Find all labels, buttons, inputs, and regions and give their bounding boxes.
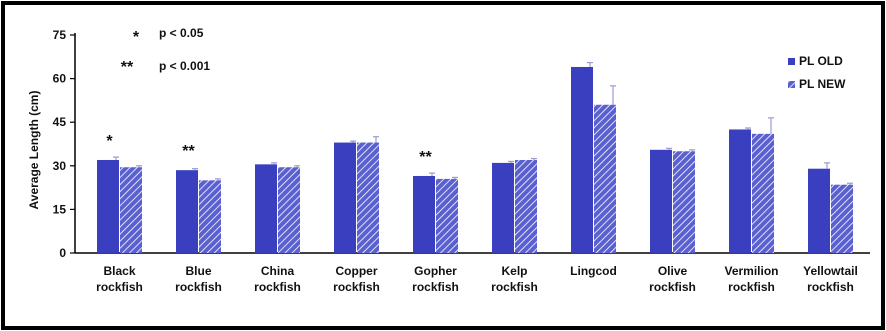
significance-mark: **: [182, 143, 195, 160]
significance-marks: *** **: [106, 133, 432, 166]
category-label: rockfish: [96, 280, 143, 294]
legend-swatch-pl-new: [788, 81, 795, 88]
category-label: Gopher: [414, 264, 457, 278]
category-labels: Black rockfish Blue rockfish China rockfish Co…: [96, 264, 858, 294]
bar-pl-new: [436, 178, 458, 253]
bar-pl-new: [199, 180, 221, 253]
legend-label-pl-old: PL OLD: [799, 54, 843, 68]
bar-pl-new: [752, 133, 774, 253]
legend-swatch-pl-old: [788, 58, 795, 65]
category-label: rockfish: [254, 280, 301, 294]
y-tick-label: 60: [53, 72, 67, 86]
category-label: Copper: [336, 264, 378, 278]
bar-pl-new: [831, 184, 853, 253]
bar-pl-new: [357, 142, 379, 253]
bar-pl-old: [571, 66, 593, 254]
bar-pl-new: [673, 151, 695, 253]
significance-mark: **: [419, 149, 432, 166]
significance-key: * p < 0.05 ** p < 0.001: [121, 26, 211, 76]
category-label: rockfish: [728, 280, 775, 294]
category-label: Black: [103, 264, 135, 278]
category-label: rockfish: [491, 280, 538, 294]
bar-pl-old: [413, 175, 435, 253]
y-tick-label: 15: [53, 202, 67, 216]
y-tick-label: 0: [59, 246, 66, 260]
bar-pl-new: [515, 159, 537, 253]
bar-pl-old: [808, 168, 830, 253]
bar-pl-new: [120, 167, 142, 253]
significance-key-symbol-1: *: [133, 29, 140, 46]
category-label: Olive: [658, 264, 688, 278]
y-tick-label: 45: [53, 115, 67, 129]
y-axis-ticks: 0 15 30 45 60 75: [53, 28, 75, 260]
y-axis-label: Average Length (cm): [27, 91, 41, 210]
legend-label-pl-new: PL NEW: [799, 77, 846, 91]
bar-pl-old: [176, 170, 198, 253]
error-bars: [113, 62, 853, 185]
category-label: Yellowtail: [803, 264, 858, 278]
bar-pl-new: [278, 167, 300, 253]
bar-pl-old: [650, 149, 672, 253]
bar-pl-old: [334, 142, 356, 253]
category-label: rockfish: [175, 280, 222, 294]
bar-pl-new: [594, 104, 616, 253]
significance-key-label-1: p < 0.05: [159, 26, 204, 40]
y-tick-label: 30: [53, 159, 67, 173]
category-label: rockfish: [333, 280, 380, 294]
bar-pl-old: [729, 129, 751, 253]
bar-pl-old: [255, 164, 277, 253]
category-label: rockfish: [649, 280, 696, 294]
category-label: Blue: [185, 264, 211, 278]
significance-mark: *: [106, 133, 113, 150]
category-label: Lingcod: [570, 264, 617, 278]
y-tick-label: 75: [53, 28, 67, 42]
bar-pl-old: [492, 162, 514, 253]
legend: PL OLD PL NEW: [788, 54, 846, 91]
category-label: rockfish: [807, 280, 854, 294]
significance-key-label-2: p < 0.001: [159, 59, 210, 73]
bars: [97, 66, 853, 254]
category-label: China: [261, 264, 295, 278]
bar-pl-old: [97, 159, 119, 253]
significance-key-symbol-2: **: [121, 59, 134, 76]
category-label: Vermilion: [724, 264, 778, 278]
category-label: Kelp: [501, 264, 527, 278]
category-label: rockfish: [412, 280, 459, 294]
